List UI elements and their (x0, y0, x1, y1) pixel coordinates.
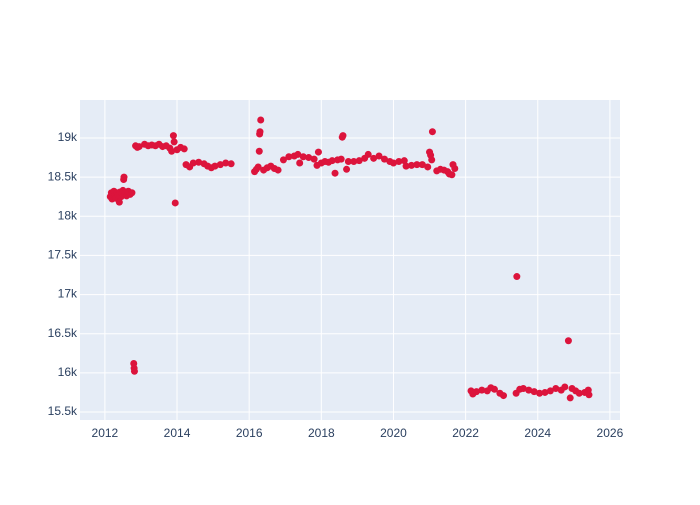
y-tick-label: 17.5k (48, 248, 78, 262)
data-point (310, 155, 318, 163)
data-point (355, 157, 363, 165)
data-point (402, 162, 410, 170)
data-point (274, 166, 282, 174)
data-point (350, 157, 358, 165)
data-point (294, 150, 302, 158)
x-tick-label: 2012 (92, 426, 119, 440)
data-point (256, 128, 264, 136)
data-point (546, 387, 554, 395)
data-point (370, 154, 378, 162)
data-point (536, 389, 544, 397)
y-tick-label: 15.5k (48, 404, 78, 418)
data-point (519, 385, 527, 393)
x-tick-label: 2026 (597, 426, 624, 440)
data-point (541, 388, 549, 396)
data-point (170, 138, 178, 146)
data-point (115, 198, 123, 206)
data-point (564, 337, 572, 345)
y-tick-label: 16.5k (48, 326, 78, 340)
data-point (120, 173, 128, 181)
data-point (395, 157, 403, 165)
data-point (328, 157, 336, 165)
data-point (211, 162, 219, 170)
data-point (400, 157, 408, 165)
x-tick-label: 2014 (164, 426, 191, 440)
data-point (255, 147, 263, 155)
data-point (168, 147, 176, 155)
data-point (408, 161, 416, 169)
data-point (499, 392, 507, 400)
data-point (490, 385, 498, 393)
data-point (530, 388, 538, 396)
data-point (566, 394, 574, 402)
data-point (380, 155, 388, 163)
data-point (135, 143, 143, 151)
data-point (222, 159, 230, 167)
data-point (285, 153, 293, 161)
x-tick-label: 2022 (452, 426, 479, 440)
data-point (331, 169, 339, 177)
data-point (364, 150, 372, 158)
data-point (575, 389, 583, 397)
data-point (216, 161, 224, 169)
data-point (561, 383, 569, 391)
x-tick-label: 2018 (308, 426, 335, 440)
data-point (585, 391, 593, 399)
y-tick-label: 18k (58, 208, 78, 222)
y-tick-label: 16k (58, 365, 78, 379)
data-point (257, 116, 265, 124)
data-point (254, 163, 262, 171)
y-tick-label: 17k (58, 287, 78, 301)
data-point (171, 199, 179, 207)
data-point (337, 155, 345, 163)
data-point (448, 171, 456, 179)
data-point (279, 156, 287, 164)
data-point (344, 157, 352, 165)
data-point (375, 152, 383, 160)
data-point (343, 165, 351, 173)
data-point (299, 153, 307, 161)
data-point (195, 158, 203, 166)
data-point (472, 388, 480, 396)
data-point (552, 385, 560, 393)
data-point (428, 156, 436, 164)
data-point (339, 132, 347, 140)
x-tick-label: 2020 (380, 426, 407, 440)
data-point (314, 148, 322, 156)
data-point (478, 386, 486, 394)
y-tick-label: 18.5k (48, 169, 78, 183)
x-tick-label: 2016 (236, 426, 263, 440)
data-point (424, 163, 432, 171)
data-point (305, 154, 313, 162)
data-point (389, 159, 397, 167)
data-point (428, 128, 436, 136)
data-point (418, 161, 426, 169)
y-tick-label: 19k (58, 130, 78, 144)
data-point (128, 189, 136, 197)
data-point (513, 273, 521, 281)
data-point (525, 386, 533, 394)
data-point (169, 132, 177, 140)
data-point (451, 165, 459, 173)
data-point (227, 160, 235, 168)
data-point (413, 161, 421, 169)
data-point (130, 367, 138, 375)
data-point (296, 159, 304, 167)
data-point (189, 159, 197, 167)
x-tick-label: 2024 (524, 426, 551, 440)
data-point (180, 145, 188, 153)
